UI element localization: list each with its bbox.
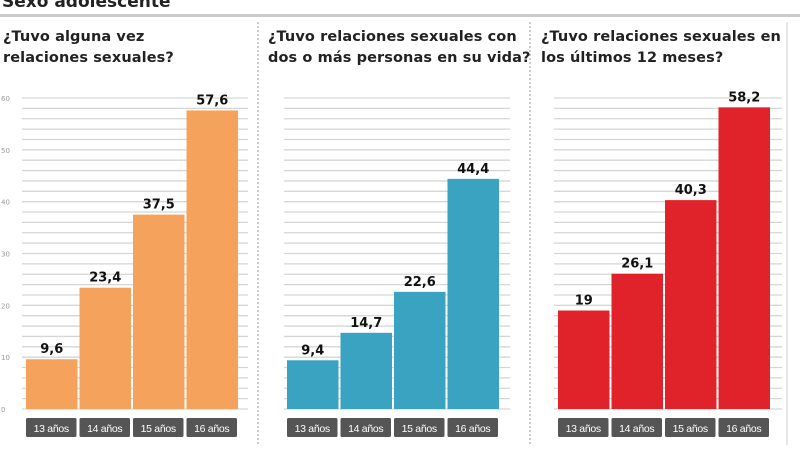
y-tick-label: 40 — [1, 199, 10, 207]
category-label: 15 años — [402, 423, 437, 435]
bar-14-años — [611, 273, 663, 409]
category-label-box — [394, 418, 445, 437]
data-label: 19 — [575, 294, 593, 309]
data-label: 37,5 — [143, 198, 175, 213]
category-label-box — [340, 418, 391, 437]
category-label: 16 años — [726, 423, 761, 435]
category-label: 15 años — [673, 423, 708, 435]
category-label-box — [79, 418, 130, 437]
data-label: 40,3 — [675, 183, 707, 198]
y-tick-label: 20 — [1, 302, 10, 310]
data-label: 23,4 — [89, 271, 121, 286]
top-divider — [0, 14, 800, 17]
y-tick-label: 30 — [1, 251, 10, 259]
category-label-box — [665, 418, 716, 437]
panel-2: 9,4 13 años 14,7 14 años 22,6 15 años 44,4 16 a… — [284, 97, 510, 437]
bar-14-años — [340, 332, 392, 409]
data-label: 44,4 — [457, 162, 489, 177]
panel-1-title: ¿Tuvo alguna vez relaciones sexuales? — [3, 27, 174, 69]
panel-1-title-line-2: relaciones sexuales? — [3, 50, 174, 66]
page-title: Sexo adolescente — [2, 0, 171, 12]
bar-15-años — [394, 291, 446, 409]
panel-1: 0 10 20 30 40 50 60 9,6 13 años 23,4 14 años 37,5 15… — [1, 93, 248, 437]
category-label: 15 años — [141, 423, 176, 435]
bar-16-años — [718, 107, 770, 409]
y-tick-label: 0 — [1, 406, 5, 414]
bar-16-años — [447, 178, 499, 409]
data-label: 14,7 — [350, 316, 382, 331]
data-label: 58,2 — [728, 90, 760, 105]
category-label: 13 años — [34, 423, 69, 435]
data-label: 26,1 — [621, 257, 653, 272]
data-label: 22,6 — [404, 275, 436, 290]
bar-16-años — [186, 110, 238, 409]
data-label: 9,6 — [40, 342, 63, 357]
category-label: 16 años — [194, 423, 229, 435]
panel-3-title: ¿Tuvo relaciones sexuales en los últimos… — [541, 27, 781, 69]
category-label-box — [447, 418, 498, 437]
panel-2-title-line-2: dos o más personas en su vida? — [268, 50, 531, 66]
bar-14-años — [79, 287, 131, 409]
category-label-box — [133, 418, 184, 437]
category-label: 14 años — [87, 423, 122, 435]
category-label-box — [26, 418, 77, 437]
category-label-box — [186, 418, 237, 437]
y-tick-label: 60 — [1, 95, 10, 103]
category-label-box — [611, 418, 662, 437]
category-label: 16 años — [455, 423, 490, 435]
bar-15-años — [133, 214, 185, 409]
category-label-box — [718, 418, 769, 437]
bar-15-años — [665, 200, 717, 409]
data-label: 57,6 — [196, 93, 228, 108]
panel-3-title-line-1: ¿Tuvo relaciones sexuales en — [541, 29, 781, 45]
bar-13-años — [287, 360, 339, 409]
category-label: 14 años — [619, 423, 654, 435]
bar-13-años — [26, 359, 78, 409]
panel-2-title-line-1: ¿Tuvo relaciones sexuales con — [268, 29, 517, 45]
bar-13-años — [558, 310, 610, 409]
category-label: 13 años — [566, 423, 601, 435]
panel-3: 19 13 años 26,1 14 años 40,3 15 años 58,2 16 añ… — [554, 90, 782, 437]
category-label: 14 años — [348, 423, 383, 435]
data-label: 9,4 — [301, 343, 324, 358]
category-label-box — [287, 418, 338, 437]
panel-1-title-line-1: ¿Tuvo alguna vez — [3, 29, 145, 45]
y-tick-label: 10 — [1, 354, 10, 362]
category-label-box — [558, 418, 609, 437]
category-label: 13 años — [295, 423, 330, 435]
panel-2-title: ¿Tuvo relaciones sexuales con dos o más … — [268, 27, 531, 69]
panel-3-title-line-2: los últimos 12 meses? — [541, 50, 724, 66]
y-tick-label: 50 — [1, 147, 10, 155]
